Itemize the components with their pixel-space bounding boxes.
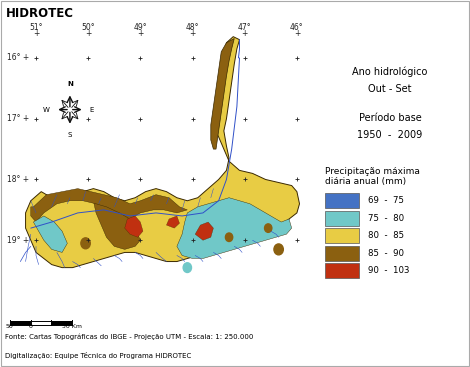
Text: +: + bbox=[294, 29, 300, 39]
Circle shape bbox=[183, 263, 191, 272]
Text: 19° +: 19° + bbox=[8, 236, 30, 245]
Text: 69  -  75: 69 - 75 bbox=[368, 196, 404, 205]
Text: 46°: 46° bbox=[290, 23, 304, 32]
Text: 50°: 50° bbox=[81, 23, 95, 32]
Text: 0: 0 bbox=[29, 324, 32, 329]
Text: +: + bbox=[242, 29, 248, 39]
Text: E: E bbox=[90, 106, 94, 113]
Polygon shape bbox=[125, 216, 143, 237]
Text: Digitalização: Equipe Técnica do Programa HIDROTEC: Digitalização: Equipe Técnica do Program… bbox=[5, 352, 191, 359]
Polygon shape bbox=[31, 189, 188, 222]
Polygon shape bbox=[195, 222, 213, 240]
Text: Ano hidrológico: Ano hidrológico bbox=[352, 66, 428, 77]
Text: 48°: 48° bbox=[186, 23, 199, 32]
Text: Fonte: Cartas Topográficas do IBGE - Projeção UTM - Escala: 1: 250.000: Fonte: Cartas Topográficas do IBGE - Pro… bbox=[5, 333, 253, 340]
Text: 17° +: 17° + bbox=[8, 114, 30, 123]
Text: +: + bbox=[189, 29, 196, 39]
Text: 16° +: 16° + bbox=[8, 54, 30, 62]
Text: +: + bbox=[137, 29, 143, 39]
Circle shape bbox=[226, 233, 233, 241]
Text: 85  -  90: 85 - 90 bbox=[368, 249, 404, 258]
Text: N: N bbox=[67, 81, 73, 87]
Circle shape bbox=[81, 238, 90, 249]
Text: 80  -  85: 80 - 85 bbox=[368, 231, 405, 240]
Text: 75  -  80: 75 - 80 bbox=[368, 214, 405, 223]
Polygon shape bbox=[211, 39, 234, 149]
Text: +: + bbox=[33, 29, 39, 39]
Circle shape bbox=[265, 224, 272, 232]
Text: 51°: 51° bbox=[29, 23, 43, 32]
Text: 49°: 49° bbox=[133, 23, 147, 32]
Text: W: W bbox=[43, 106, 50, 113]
Text: 50 Km: 50 Km bbox=[62, 324, 82, 329]
Text: HIDROTEC: HIDROTEC bbox=[6, 7, 74, 20]
Text: Precipitação máxima
diária anual (mm): Precipitação máxima diária anual (mm) bbox=[325, 167, 420, 186]
Bar bbox=[325, 193, 359, 208]
Polygon shape bbox=[33, 216, 67, 252]
Text: 50: 50 bbox=[6, 324, 14, 329]
Text: Período base: Período base bbox=[359, 113, 422, 123]
Text: 47°: 47° bbox=[238, 23, 251, 32]
Text: +: + bbox=[85, 29, 91, 39]
Polygon shape bbox=[94, 198, 141, 250]
Bar bbox=[325, 263, 359, 279]
Circle shape bbox=[274, 244, 283, 255]
Text: S: S bbox=[68, 132, 72, 138]
Polygon shape bbox=[25, 37, 299, 268]
Polygon shape bbox=[177, 198, 292, 258]
Bar bbox=[325, 246, 359, 261]
Text: Out - Set: Out - Set bbox=[368, 84, 412, 94]
Polygon shape bbox=[166, 216, 180, 228]
Text: 90  -  103: 90 - 103 bbox=[368, 266, 410, 275]
Text: 18° +: 18° + bbox=[8, 175, 30, 184]
Text: 1950  -  2009: 1950 - 2009 bbox=[358, 131, 423, 141]
Bar bbox=[325, 211, 359, 226]
Bar bbox=[325, 228, 359, 243]
